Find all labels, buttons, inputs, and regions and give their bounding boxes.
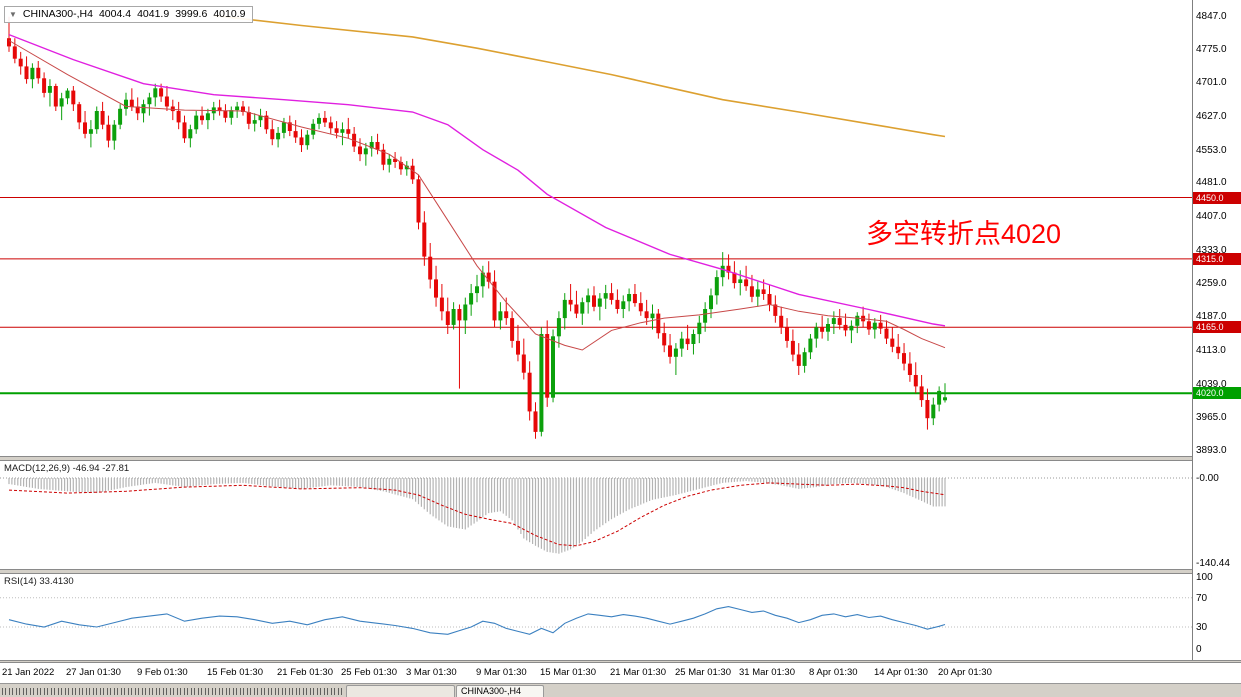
price-tick: 4187.0 bbox=[1196, 311, 1227, 322]
price-tick: 4481.0 bbox=[1196, 177, 1227, 188]
macd-scale-tick: -140.44 bbox=[1196, 558, 1230, 569]
time-tick: 3 Mar 01:30 bbox=[406, 667, 457, 678]
time-tick: 27 Jan 01:30 bbox=[66, 667, 121, 678]
time-tick: 14 Apr 01:30 bbox=[874, 667, 928, 678]
macd-signal-line bbox=[8, 482, 946, 547]
price-badge: 4020.0 bbox=[1193, 387, 1241, 399]
low-value: 3999.6 bbox=[175, 8, 208, 20]
ma-mid-magenta-line[interactable] bbox=[8, 33, 946, 327]
open-value: 4004.4 bbox=[98, 8, 132, 20]
macd-histogram bbox=[8, 478, 946, 554]
rsi-scale-tick: 30 bbox=[1196, 622, 1208, 633]
time-tick: 8 Apr 01:30 bbox=[809, 667, 858, 678]
price-badge: 4165.0 bbox=[1193, 321, 1241, 333]
time-tick: 21 Jan 2022 bbox=[2, 667, 55, 678]
time-tick: 20 Apr 01:30 bbox=[938, 667, 992, 678]
panel-separator[interactable] bbox=[0, 456, 1241, 461]
price-tick: 4407.0 bbox=[1196, 211, 1227, 222]
turning-point-annotation[interactable]: 多空转折点4020 bbox=[866, 219, 1062, 249]
rsi-scale-tick: 70 bbox=[1196, 593, 1208, 604]
chart-tab-bar: CHINA300-,H4 bbox=[0, 683, 1241, 697]
panel-separator bbox=[0, 660, 1241, 663]
price-tick: 4039.0 bbox=[1196, 379, 1227, 390]
ma-fast-red-line[interactable] bbox=[8, 40, 946, 351]
price-chart-canvas[interactable] bbox=[0, 0, 1192, 456]
price-tick: 4627.0 bbox=[1196, 111, 1227, 122]
price-tick: 4775.0 bbox=[1196, 44, 1227, 55]
high-value: 4041.9 bbox=[137, 8, 170, 20]
macd-canvas[interactable] bbox=[0, 461, 1192, 569]
macd-indicator-label: MACD(12,26,9) -46.94 -27.81 bbox=[4, 463, 129, 474]
macd-name: MACD(12,26,9) bbox=[4, 463, 70, 474]
price-tick: 4553.0 bbox=[1196, 145, 1227, 156]
price-tick: 4333.0 bbox=[1196, 245, 1227, 256]
macd-scale-tick: -0.00 bbox=[1196, 473, 1219, 484]
price-tick: 4701.0 bbox=[1196, 77, 1227, 88]
price-badge: 4315.0 bbox=[1193, 253, 1241, 265]
price-tick: 4847.0 bbox=[1196, 11, 1227, 22]
time-tick: 9 Mar 01:30 bbox=[476, 667, 527, 678]
time-tick: 21 Feb 01:30 bbox=[277, 667, 333, 678]
price-tick: 3893.0 bbox=[1196, 445, 1227, 456]
time-tick: 21 Mar 01:30 bbox=[610, 667, 666, 678]
rsi-scale-tick: 100 bbox=[1196, 572, 1213, 583]
rsi-name: RSI(14) bbox=[4, 576, 37, 587]
price-badge: 4450.0 bbox=[1193, 192, 1241, 204]
chart-tabs-overflow[interactable] bbox=[2, 688, 344, 695]
price-tick: 4113.0 bbox=[1196, 345, 1226, 356]
close-value: 4010.9 bbox=[213, 8, 246, 20]
ma-slow-orange-line[interactable] bbox=[213, 14, 946, 138]
price-scale[interactable]: 4847.0 4775.0 4701.0 4627.0 4553.0 4481.0 4407… bbox=[1192, 0, 1241, 660]
price-tick: 4259.0 bbox=[1196, 278, 1227, 289]
ohlc-info-box: ▼ CHINA300-,H4 4004.4 4041.9 3999.6 4010… bbox=[4, 6, 254, 23]
chart-tab[interactable] bbox=[346, 685, 455, 697]
one-click-trading-arrow-icon[interactable]: ▼ bbox=[9, 9, 17, 19]
chart-title: CHINA300-,H4 bbox=[22, 8, 93, 20]
time-tick: 31 Mar 01:30 bbox=[739, 667, 795, 678]
rsi-indicator-label: RSI(14) 33.4130 bbox=[4, 576, 74, 587]
macd-signal-value: -27.81 bbox=[102, 463, 130, 474]
price-tick: 3965.0 bbox=[1196, 412, 1227, 423]
time-tick: 25 Feb 01:30 bbox=[341, 667, 397, 678]
rsi-canvas[interactable] bbox=[0, 574, 1192, 660]
chart-tab-active[interactable]: CHINA300-,H4 bbox=[456, 685, 544, 697]
panel-separator[interactable] bbox=[0, 569, 1241, 574]
time-scale[interactable]: 21 Jan 2022 27 Jan 01:30 9 Feb 01:30 15 Feb… bbox=[0, 663, 1192, 683]
rsi-value: 33.4130 bbox=[39, 576, 74, 587]
chart-tab-label: CHINA300-,H4 bbox=[461, 686, 522, 696]
time-tick: 15 Mar 01:30 bbox=[540, 667, 596, 678]
time-tick: 15 Feb 01:30 bbox=[207, 667, 263, 678]
rsi-line bbox=[8, 606, 946, 635]
time-tick: 25 Mar 01:30 bbox=[675, 667, 731, 678]
rsi-scale-tick: 0 bbox=[1196, 644, 1202, 655]
macd-main-value: -46.94 bbox=[72, 463, 100, 474]
time-tick: 9 Feb 01:30 bbox=[137, 667, 188, 678]
candles-layer bbox=[7, 16, 947, 439]
